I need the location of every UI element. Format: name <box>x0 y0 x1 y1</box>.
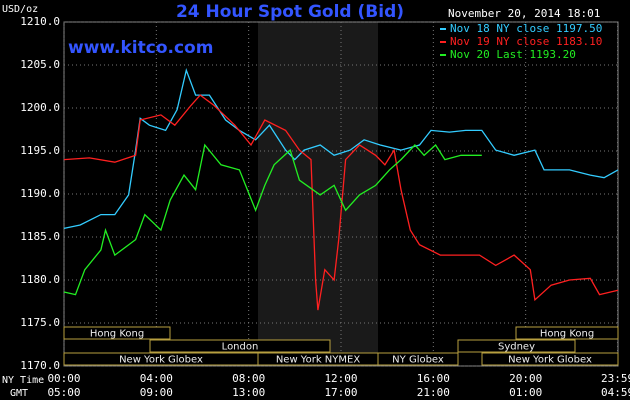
y-tick-label: 1175.0 <box>20 316 60 329</box>
x-tick-label: 04:00 <box>140 372 173 385</box>
gmt-tick-label: 04:59 <box>601 386 630 399</box>
session-bar <box>377 352 459 366</box>
chart-title: 24 Hour Spot Gold (Bid) <box>176 2 404 22</box>
session-bar <box>515 326 619 340</box>
gmt-tick-label: 01:00 <box>509 386 542 399</box>
y-tick-label: 1170.0 <box>20 359 60 372</box>
gmt-tick-label: 17:00 <box>324 386 357 399</box>
y-tick-label: 1205.0 <box>20 58 60 71</box>
y-tick-label: 1190.0 <box>20 187 60 200</box>
y-tick-label: 1180.0 <box>20 273 60 286</box>
session-label: New York Globex <box>508 355 592 366</box>
session-label: Sydney <box>498 342 535 353</box>
session-label: NY Globex <box>392 355 444 366</box>
y-tick-label: 1200.0 <box>20 101 60 114</box>
x-tick-label: 08:00 <box>232 372 265 385</box>
session-label: New York NYMEX <box>276 355 361 366</box>
timestamp: November 20, 2014 18:01 <box>448 7 600 20</box>
session-label: Hong Kong <box>90 329 144 340</box>
series-line <box>63 67 619 230</box>
x-tick-label: 20:00 <box>509 372 542 385</box>
y-axis-label: USD/oz <box>2 4 38 15</box>
x-tick-label: 16:00 <box>417 372 450 385</box>
x-tick-label: 23:59 <box>601 372 630 385</box>
y-tick-label: 1185.0 <box>20 230 60 243</box>
gmt-tick-label: 21:00 <box>417 386 450 399</box>
series-line <box>63 94 619 311</box>
series-line <box>63 143 482 296</box>
session-label: Hong Kong <box>540 329 594 340</box>
x-tick-label: 00:00 <box>47 372 80 385</box>
gmt-tick-label: 05:00 <box>47 386 80 399</box>
session-bar <box>457 339 576 353</box>
gmt-tick-label: 13:00 <box>232 386 265 399</box>
session-label: London <box>222 342 259 353</box>
x2-axis-label: GMT <box>10 388 28 399</box>
x-tick-label: 12:00 <box>324 372 357 385</box>
watermark: www.kitco.com <box>68 38 213 58</box>
legend-label: Nov 19 NY close 1183.10 <box>450 35 602 48</box>
legend-label: Nov 20 Last 1193.20 <box>450 48 576 61</box>
y-tick-label: 1195.0 <box>20 144 60 157</box>
gmt-tick-label: 09:00 <box>140 386 173 399</box>
x-axis-label: NY Time <box>2 375 44 386</box>
session-bar <box>63 326 171 340</box>
session-bar <box>481 352 619 366</box>
session-bar <box>149 339 331 353</box>
session-label: New York Globex <box>119 355 203 366</box>
y-tick-label: 1210.0 <box>20 15 60 28</box>
legend-label: Nov 18 NY close 1197.50 <box>450 22 602 35</box>
